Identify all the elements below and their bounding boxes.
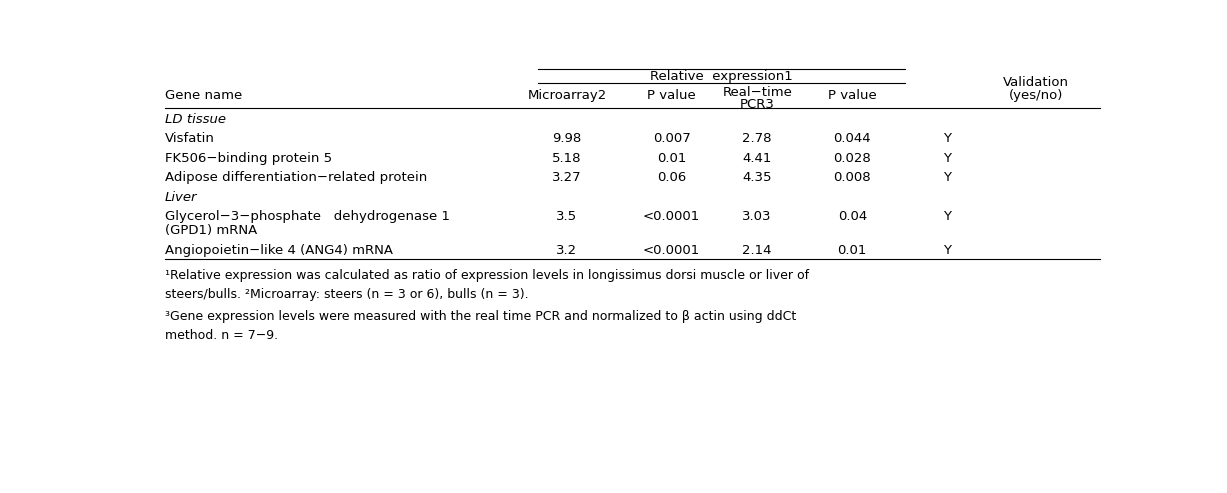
Text: Y: Y — [944, 133, 951, 145]
Text: 0.044: 0.044 — [833, 133, 871, 145]
Text: Gene name: Gene name — [164, 89, 242, 102]
Text: 2.78: 2.78 — [742, 133, 772, 145]
Text: 0.008: 0.008 — [833, 171, 871, 184]
Text: ³Gene expression levels were measured with the real time PCR and normalized to β: ³Gene expression levels were measured wi… — [164, 311, 796, 323]
Text: 0.028: 0.028 — [833, 152, 871, 165]
Text: 5.18: 5.18 — [552, 152, 582, 165]
Text: Liver: Liver — [164, 190, 198, 204]
Text: Visfatin: Visfatin — [164, 133, 215, 145]
Text: 0.01: 0.01 — [838, 244, 867, 257]
Text: (yes/no): (yes/no) — [1009, 89, 1063, 102]
Text: <0.0001: <0.0001 — [643, 244, 701, 257]
Text: Adipose differentiation−related protein: Adipose differentiation−related protein — [164, 171, 427, 184]
Text: Relative  expression1: Relative expression1 — [650, 70, 793, 82]
Text: 4.41: 4.41 — [742, 152, 772, 165]
Text: 4.35: 4.35 — [742, 171, 772, 184]
Text: 0.06: 0.06 — [656, 171, 686, 184]
Text: P value: P value — [828, 89, 876, 102]
Text: steers/bulls. ²Microarray: steers (n = 3 or 6), bulls (n = 3).: steers/bulls. ²Microarray: steers (n = 3… — [164, 288, 529, 301]
Text: 3.27: 3.27 — [552, 171, 582, 184]
Text: 0.04: 0.04 — [838, 210, 867, 223]
Text: method. n = 7−9.: method. n = 7−9. — [164, 329, 277, 342]
Text: Real−time: Real−time — [723, 86, 793, 99]
Text: <0.0001: <0.0001 — [643, 210, 701, 223]
Text: Validation: Validation — [1002, 76, 1069, 89]
Text: 0.007: 0.007 — [653, 133, 691, 145]
Text: 3.03: 3.03 — [742, 210, 772, 223]
Text: 3.2: 3.2 — [557, 244, 578, 257]
Text: Microarray2: Microarray2 — [528, 89, 606, 102]
Text: 9.98: 9.98 — [552, 133, 582, 145]
Text: Y: Y — [944, 171, 951, 184]
Text: ¹Relative expression was calculated as ratio of expression levels in longissimus: ¹Relative expression was calculated as r… — [164, 270, 809, 282]
Text: (GPD1) mRNA: (GPD1) mRNA — [164, 224, 256, 237]
Text: PCR3: PCR3 — [740, 98, 774, 111]
Text: Y: Y — [944, 152, 951, 165]
Text: 0.01: 0.01 — [656, 152, 686, 165]
Text: 3.5: 3.5 — [557, 210, 578, 223]
Text: P value: P value — [648, 89, 696, 102]
Text: 2.14: 2.14 — [742, 244, 772, 257]
Text: Angiopoietin−like 4 (ANG4) mRNA: Angiopoietin−like 4 (ANG4) mRNA — [164, 244, 393, 257]
Text: LD tissue: LD tissue — [164, 113, 226, 126]
Text: FK506−binding protein 5: FK506−binding protein 5 — [164, 152, 333, 165]
Text: Y: Y — [944, 210, 951, 223]
Text: Glycerol−3−phosphate   dehydrogenase 1: Glycerol−3−phosphate dehydrogenase 1 — [164, 210, 450, 223]
Text: Y: Y — [944, 244, 951, 257]
